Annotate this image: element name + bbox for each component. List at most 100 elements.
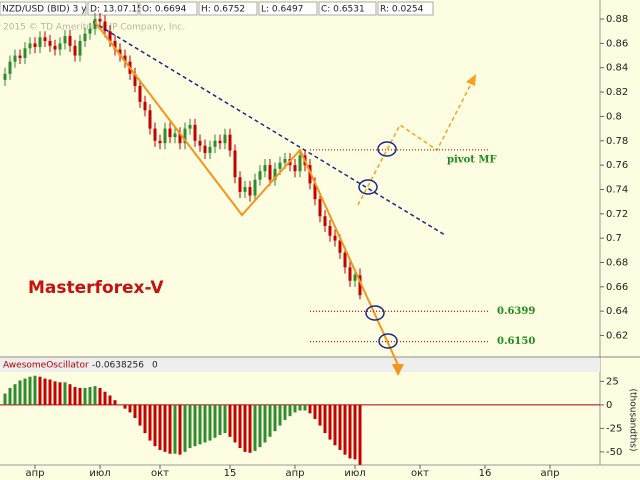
candle-body xyxy=(173,133,177,138)
info-text: D: 13.07.15 xyxy=(90,5,143,15)
bar xyxy=(3,393,7,405)
bar xyxy=(188,404,192,449)
candle-body xyxy=(273,168,277,180)
candle-body xyxy=(163,128,167,144)
candle-body xyxy=(133,73,137,86)
x-tick-label: окт xyxy=(151,468,169,479)
candle-body xyxy=(218,140,222,144)
bar xyxy=(308,404,312,414)
candle-body xyxy=(143,101,147,111)
candle-body xyxy=(8,61,12,74)
candle-body xyxy=(153,128,157,141)
chart-title: NZD/USD (BID) 3 y W xyxy=(2,5,98,15)
candle-body xyxy=(88,28,92,34)
bar xyxy=(38,376,42,405)
bar xyxy=(278,404,282,426)
candle-body xyxy=(113,40,117,50)
candle-body xyxy=(338,240,342,253)
bar xyxy=(108,395,112,405)
info-text: C: 0.6531 xyxy=(321,5,365,15)
bar xyxy=(83,387,87,405)
x-tick-label: июл xyxy=(344,468,365,479)
y-tick-label: 0.86 xyxy=(606,38,628,49)
info-text: H: 0.6752 xyxy=(201,5,245,15)
bar xyxy=(243,404,247,452)
candle-body xyxy=(233,150,237,178)
candle-body xyxy=(83,33,87,41)
x-tick-label: апр xyxy=(25,468,44,479)
bar xyxy=(43,378,47,405)
candle-body xyxy=(138,85,142,102)
bar xyxy=(168,404,172,454)
bar xyxy=(63,382,67,405)
y-tick-label: 0.78 xyxy=(606,136,628,147)
bar xyxy=(33,375,37,405)
bar xyxy=(48,379,52,405)
candle-body xyxy=(263,165,267,172)
y-tick-label: 0.76 xyxy=(606,160,628,171)
candle-body xyxy=(293,165,297,172)
candle-body xyxy=(198,140,202,146)
bar xyxy=(98,387,102,405)
candle-body xyxy=(313,183,317,200)
candle-body xyxy=(223,134,227,144)
arrow-head xyxy=(392,364,404,376)
bar xyxy=(238,404,242,449)
bar xyxy=(208,404,212,441)
bar xyxy=(103,391,107,405)
candle-body xyxy=(158,140,162,144)
y-tick-label: 0.8 xyxy=(606,111,622,122)
bar xyxy=(303,404,307,411)
level-label: 0.6150 xyxy=(497,336,535,347)
bar xyxy=(228,404,232,437)
candle-body xyxy=(328,225,332,236)
y-tick-label: 0 xyxy=(606,400,612,411)
bar xyxy=(283,404,287,420)
bar xyxy=(323,404,327,434)
bar xyxy=(153,404,157,447)
info-text: L: 0.6497 xyxy=(261,5,303,15)
bar xyxy=(73,387,77,405)
candle-body xyxy=(193,124,197,141)
candle-body xyxy=(188,124,192,129)
info-text: O: 0.6694 xyxy=(142,5,187,15)
x-tick-label: апр xyxy=(285,468,304,479)
bar xyxy=(8,387,12,405)
bar xyxy=(288,404,292,417)
info-box xyxy=(198,1,258,16)
x-tick-label: окт xyxy=(411,468,429,479)
bar xyxy=(193,404,197,447)
title-box xyxy=(0,1,87,16)
level-label: pivot MF xyxy=(447,154,497,165)
y-tick-label: 25 xyxy=(606,376,619,387)
candle-body xyxy=(73,45,77,56)
bar xyxy=(343,404,347,455)
bar xyxy=(163,404,167,452)
candle-body xyxy=(243,187,247,192)
bar xyxy=(173,404,177,454)
bar xyxy=(138,404,142,426)
bar xyxy=(148,404,152,441)
y-tick-label: 0.74 xyxy=(606,184,628,195)
bar xyxy=(18,380,22,405)
brand-label: Masterforex-V xyxy=(28,278,164,298)
bar xyxy=(253,404,257,451)
bar xyxy=(268,404,272,437)
trend-line xyxy=(92,21,446,236)
candle-body xyxy=(148,110,152,129)
candle-body xyxy=(23,48,27,58)
candle-body xyxy=(208,146,212,153)
bar xyxy=(298,404,302,411)
candle-body xyxy=(183,128,187,144)
x-tick-label: 15 xyxy=(224,468,237,479)
bar xyxy=(248,404,252,453)
oscillator-title: AwesomeOscillator xyxy=(3,361,89,371)
bar xyxy=(113,400,117,405)
bar xyxy=(223,404,227,434)
bar xyxy=(183,404,187,452)
bar xyxy=(358,404,362,465)
candle-body xyxy=(348,267,352,281)
candle-body xyxy=(103,21,107,32)
bar xyxy=(313,404,317,419)
